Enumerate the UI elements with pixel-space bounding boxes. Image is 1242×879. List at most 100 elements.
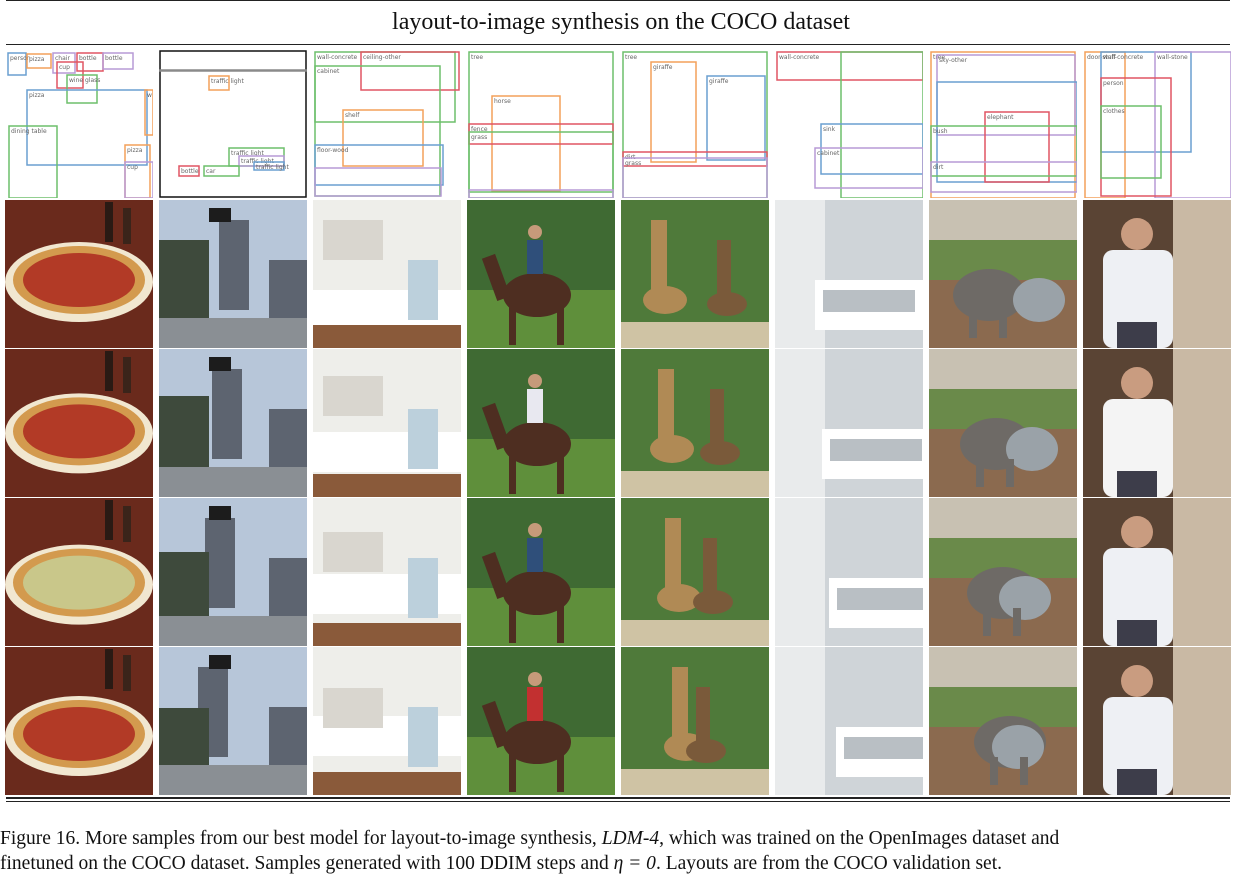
sample-image-elephant (929, 498, 1077, 646)
layout-cell-1: person pizza chair bottle bottle cup wine glas… (5, 50, 153, 198)
layout-box (468, 131, 614, 193)
layout-box-label: traffic light (231, 150, 264, 157)
layout-box-label: tree (625, 54, 637, 61)
layout-box (342, 109, 424, 167)
layout-box-label: shelf (345, 112, 360, 119)
sample-image-bathroom (775, 200, 923, 348)
sample-image-drawing (775, 349, 923, 497)
layout-box-label: bottle (105, 55, 123, 62)
sample-image-drawing (313, 200, 461, 348)
sample-image-elephant (929, 200, 1077, 348)
layout-box-label: grass (625, 160, 641, 167)
bottom-rule-thin (6, 801, 1230, 802)
layout-box (144, 89, 153, 136)
layout-svg-6: wall-concrete sink cabinet (776, 51, 923, 198)
layout-box (159, 50, 307, 198)
sample-image-drawing (929, 498, 1077, 646)
sample-image-elephant (929, 647, 1077, 795)
sample-image-giraffe (621, 647, 769, 795)
sample-image-kitchen (313, 498, 461, 646)
layout-box-label: door-stuff (1087, 54, 1117, 61)
sample-image-pizza (5, 349, 153, 497)
layout-box-label: elephant (987, 114, 1014, 121)
layout-cell-4: tree horse fence grass (467, 50, 615, 198)
sample-image-drawing (929, 200, 1077, 348)
layout-box-label: wall-stone (1157, 54, 1188, 61)
layout-box (1154, 51, 1231, 198)
layout-box (26, 89, 148, 166)
sample-image-drawing (929, 647, 1077, 795)
layout-cell-5: tree giraffe giraffe dirt grass (621, 50, 769, 198)
sample-image-bathroom (775, 498, 923, 646)
layout-box (52, 52, 76, 74)
layout-box (178, 165, 200, 177)
layout-box-label: w (147, 92, 152, 99)
layout-box-label: floor-wood (317, 147, 349, 154)
layout-box-label: bush (933, 128, 948, 135)
layout-box-label: ceiling-other (363, 54, 401, 61)
layout-box (622, 157, 768, 198)
layout-box (840, 51, 923, 198)
layout-box-label: person (10, 55, 31, 62)
sample-image-drawing (1083, 200, 1231, 348)
layout-box-label: cup (59, 64, 70, 71)
sample-image-drawing (159, 647, 307, 795)
top-rule (6, 0, 1230, 1)
layout-box (650, 61, 697, 163)
sample-image-drawing (621, 349, 769, 497)
caption-text: , which was trained on the OpenImages da… (659, 828, 1060, 849)
sample-image-drawing (467, 349, 615, 497)
bottom-rule (6, 797, 1230, 799)
layout-box-label: cup (127, 164, 138, 171)
layout-box-label: pizza (127, 147, 143, 154)
sample-image-drawing (621, 647, 769, 795)
sample-image-horse (467, 200, 615, 348)
sample-image-horse (467, 498, 615, 646)
sample-image-horse (467, 349, 615, 497)
sample-image-bathroom (775, 647, 923, 795)
sample-image-drawing (159, 200, 307, 348)
caption-line-1: Figure 16. More samples from our best mo… (0, 826, 1242, 851)
layout-box (1100, 105, 1162, 179)
sample-image-drawing (313, 647, 461, 795)
layout-box-label: tree (933, 54, 945, 61)
layout-box-label: wine glass (69, 77, 100, 84)
layout-box (360, 51, 460, 91)
layout-cell-8: door-stuff wall-concrete wall-stone person c… (1083, 50, 1231, 198)
sample-image-kitchen (313, 647, 461, 795)
layout-box (26, 53, 52, 69)
layout-box (468, 51, 614, 198)
layout-box (468, 123, 614, 145)
layout-box-label: wall-concrete (779, 54, 820, 61)
sample-image-pizza (5, 647, 153, 795)
caption-line-2: finetuned on the COCO dataset. Samples g… (0, 851, 1242, 876)
layout-box (314, 51, 456, 123)
sample-image-street (159, 498, 307, 646)
layout-box (468, 189, 614, 198)
layout-box-label: sink (823, 126, 836, 133)
caption-text: . Layouts are from the COCO validation s… (655, 853, 1002, 874)
layout-box-label: traffic light (211, 78, 244, 85)
sample-image-drawing (5, 349, 153, 497)
layout-box (314, 167, 442, 197)
layout-cell-7: tree sky-other elephant bush dirt (929, 50, 1077, 198)
layout-box (930, 125, 1077, 177)
sample-image-drawing (5, 498, 153, 646)
layout-svg-3: wall-concrete ceiling-other cabinet shelf fl… (314, 51, 460, 197)
sample-image-drawing (467, 647, 615, 795)
caption-eta: η = 0 (613, 853, 656, 874)
layout-box (159, 69, 307, 72)
layout-box-label: cabinet (817, 150, 840, 157)
sample-image-horse (467, 647, 615, 795)
sample-grid: person pizza chair bottle bottle cup wine glas… (5, 50, 1231, 796)
sample-image-elephant (929, 349, 1077, 497)
layout-cell-2: traffic light traffic light traffic light t… (159, 50, 307, 198)
layout-box (1100, 51, 1192, 153)
layout-box (936, 54, 1076, 136)
layout-box (820, 123, 923, 175)
layout-box-label: tree (471, 54, 483, 61)
caption-text: Figure 16. More samples from our best mo… (0, 828, 602, 849)
